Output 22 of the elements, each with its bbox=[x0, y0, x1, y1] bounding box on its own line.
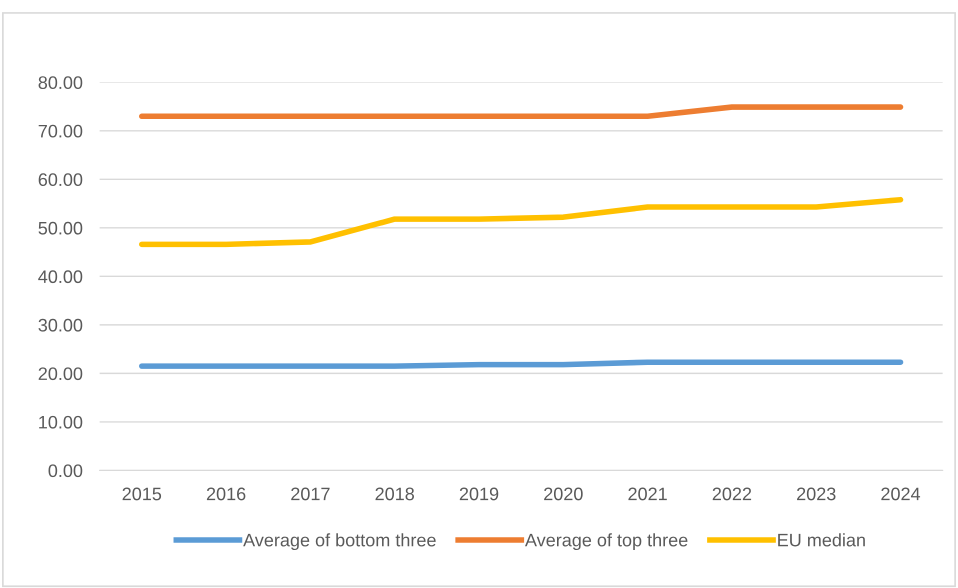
x-tick-label: 2015 bbox=[122, 488, 162, 500]
y-tick-label: 70.00 bbox=[38, 124, 82, 138]
legend-label: Average of top three bbox=[524, 533, 688, 550]
y-tick-label: 60.00 bbox=[38, 173, 82, 186]
legend-label: Average of bottom three bbox=[243, 533, 436, 550]
y-tick-label: 40.00 bbox=[38, 270, 82, 284]
y-tick-label: 30.00 bbox=[38, 318, 82, 332]
y-tick-label: 10.00 bbox=[39, 416, 82, 429]
x-tick-label: 2018 bbox=[376, 488, 414, 500]
y-tick-label: 0.00 bbox=[48, 464, 82, 478]
legend-label: EU median bbox=[778, 533, 865, 546]
y-tick-label: 80.00 bbox=[38, 76, 82, 90]
x-tick-label: 2019 bbox=[460, 488, 498, 500]
x-tick-label: 2024 bbox=[881, 488, 920, 500]
x-tick-label: 2023 bbox=[797, 488, 836, 500]
x-tick-label: 2016 bbox=[206, 488, 246, 500]
y-tick-label: 20.00 bbox=[38, 367, 82, 380]
x-tick-label: 2022 bbox=[712, 488, 752, 500]
x-tick-label: 2017 bbox=[291, 488, 330, 500]
x-tick-label: 2020 bbox=[544, 488, 583, 500]
x-tick-label: 2021 bbox=[628, 488, 667, 500]
y-tick-label: 50.00 bbox=[38, 222, 82, 235]
